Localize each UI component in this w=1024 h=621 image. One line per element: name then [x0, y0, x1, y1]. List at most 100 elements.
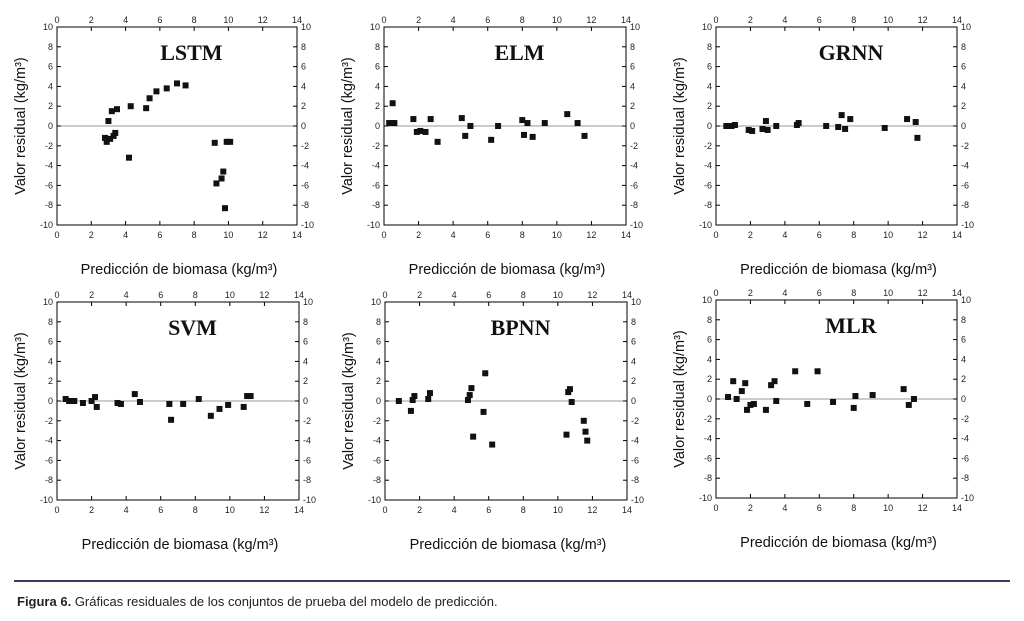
x-tick-label: 2 [748, 503, 753, 513]
y-tick-label-right: 8 [961, 315, 966, 325]
data-point [410, 116, 417, 123]
data-point [814, 368, 821, 375]
x-axis-label: Predicción de biomasa (kg/m³) [740, 535, 937, 551]
data-point [216, 405, 223, 412]
y-tick-label-right: 2 [961, 101, 966, 111]
data-point [771, 378, 778, 385]
x-tick-label-top: 14 [952, 15, 962, 25]
y-axis-label: Valor residual (kg/m³) [672, 330, 688, 468]
y-tick-label: 0 [375, 121, 380, 131]
y-axis-label: Valor residual (kg/m³) [13, 332, 29, 470]
y-tick-label: 10 [43, 297, 53, 307]
y-tick-label-right: 10 [630, 22, 640, 32]
x-tick-label-top: 4 [123, 15, 128, 25]
data-point [759, 125, 766, 132]
y-tick-label: 0 [707, 121, 712, 131]
y-tick-label: 10 [370, 22, 380, 32]
x-tick-label: 10 [883, 230, 893, 240]
data-point [92, 394, 99, 401]
x-tick-label: 2 [417, 505, 422, 515]
x-tick-label-top: 4 [452, 290, 457, 300]
data-point [66, 398, 73, 404]
y-tick-label: -4 [373, 436, 381, 446]
data-point [563, 431, 570, 438]
data-point [422, 128, 429, 135]
y-tick-label: -6 [704, 180, 712, 190]
x-tick-label-top: 4 [124, 290, 129, 300]
x-tick-label-top: 8 [521, 290, 526, 300]
x-tick-label-top: 8 [192, 15, 197, 25]
data-point [792, 368, 799, 375]
y-tick-label: 6 [48, 337, 53, 347]
data-point [835, 123, 842, 130]
y-tick-label-right: 2 [631, 376, 636, 386]
x-tick-label-top: 2 [89, 290, 94, 300]
x-tick-label-top: 12 [587, 290, 597, 300]
chart-title: BPNN [491, 315, 551, 340]
data-point [114, 106, 120, 113]
data-point [489, 441, 496, 448]
y-tick-label: -8 [373, 475, 381, 485]
x-tick-label-top: 14 [292, 15, 302, 25]
data-point [247, 393, 254, 400]
data-point [842, 125, 849, 132]
y-tick-label: -6 [373, 455, 381, 465]
x-tick-label-top: 4 [782, 288, 787, 298]
y-tick-label-right: -10 [303, 495, 316, 505]
y-tick-label-right: -2 [301, 141, 309, 151]
data-point [730, 378, 737, 385]
data-point [127, 103, 134, 110]
data-point [488, 136, 495, 143]
y-tick-label: 6 [375, 62, 380, 72]
caption-text: Gráficas residuales de los conjuntos de … [74, 594, 498, 609]
y-tick-label: 2 [707, 101, 712, 111]
y-tick-label-right: 10 [961, 22, 971, 32]
data-point [126, 154, 132, 161]
data-point [900, 386, 907, 393]
y-tick-label-right: 2 [961, 374, 966, 384]
y-tick-label: 0 [48, 396, 53, 406]
x-tick-label: 6 [486, 505, 491, 515]
y-tick-label: -8 [372, 200, 380, 210]
x-tick-label: 14 [292, 230, 302, 240]
y-tick-label-right: -8 [961, 200, 969, 210]
data-point [227, 138, 234, 145]
x-tick-label: 0 [54, 230, 59, 240]
data-point [88, 398, 95, 404]
chart-title: SVM [168, 315, 217, 340]
data-point [182, 82, 189, 89]
data-point [411, 393, 418, 400]
data-point [146, 95, 153, 102]
data-point [529, 133, 536, 140]
data-point [747, 401, 754, 408]
y-tick-label: 4 [376, 356, 381, 366]
chart-title: MLR [825, 313, 877, 338]
data-point [869, 392, 876, 399]
x-tick-label-top: 0 [54, 290, 59, 300]
y-tick-label-right: 4 [630, 81, 635, 91]
data-point [742, 380, 749, 387]
x-tick-label: 10 [223, 230, 233, 240]
data-point [743, 406, 750, 413]
y-tick-label-right: 6 [961, 335, 966, 345]
x-tick-label: 12 [918, 503, 928, 513]
y-tick-label-right: -2 [961, 414, 969, 424]
y-tick-label: 8 [48, 42, 53, 52]
x-tick-label: 14 [621, 230, 631, 240]
y-tick-label-right: -10 [631, 495, 644, 505]
y-tick-label-right: 6 [961, 62, 966, 72]
y-tick-label: 8 [48, 317, 53, 327]
x-tick-label: 14 [294, 505, 304, 515]
y-tick-label-right: 6 [303, 337, 308, 347]
y-tick-label: 4 [48, 356, 53, 366]
y-tick-label-right: 10 [961, 295, 971, 305]
y-tick-label-right: 2 [301, 101, 306, 111]
data-point [524, 120, 531, 127]
y-tick-label-right: -10 [301, 220, 314, 230]
y-tick-label-right: -10 [961, 220, 974, 230]
y-tick-label: -8 [704, 200, 712, 210]
x-tick-label: 6 [485, 230, 490, 240]
